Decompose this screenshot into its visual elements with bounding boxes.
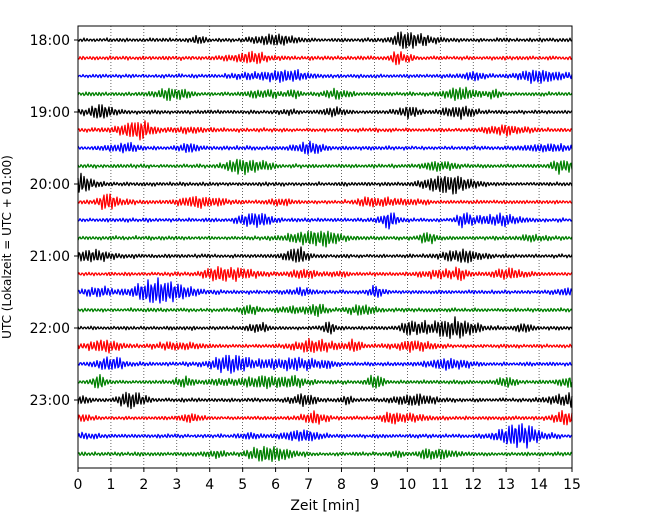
trace-2030 bbox=[77, 212, 573, 230]
trace-2045 bbox=[77, 230, 573, 248]
x-tick-label: 12 bbox=[464, 477, 482, 493]
trace-2100 bbox=[77, 246, 573, 264]
x-tick-label: 4 bbox=[205, 477, 214, 493]
trace-2245 bbox=[77, 373, 573, 390]
y-axis-title: UTC (Lokalzeit = UTC + 01:00) bbox=[0, 155, 14, 339]
x-tick-label: 2 bbox=[139, 477, 148, 493]
y-tick-label: 22:00 bbox=[30, 321, 70, 337]
trace-2215 bbox=[77, 337, 573, 354]
trace-2315 bbox=[77, 409, 573, 426]
trace-1815 bbox=[78, 50, 573, 66]
y-axis-ticks: 18:00 19:00 20:00 21:00 22:00 23:00 bbox=[30, 33, 78, 409]
trace-1915 bbox=[77, 120, 573, 141]
trace-2230 bbox=[77, 354, 573, 374]
x-axis-ticks: 0 1 2 3 4 5 6 7 8 9 10 11 12 13 14 15 bbox=[74, 468, 581, 493]
x-tick-label: 0 bbox=[74, 477, 83, 493]
trace-1900 bbox=[77, 104, 573, 120]
trace-2115 bbox=[77, 266, 573, 282]
seismic-traces bbox=[77, 31, 573, 463]
trace-2145 bbox=[77, 303, 573, 318]
x-tick-label: 9 bbox=[370, 477, 379, 493]
y-tick-label: 18:00 bbox=[30, 33, 70, 49]
trace-2300 bbox=[77, 391, 573, 410]
trace-2130 bbox=[77, 277, 573, 304]
x-tick-label: 10 bbox=[398, 477, 416, 493]
x-axis-title: Zeit [min] bbox=[290, 498, 359, 514]
y-tick-label: 23:00 bbox=[30, 393, 70, 409]
x-tick-label: 13 bbox=[497, 477, 515, 493]
x-tick-label: 1 bbox=[106, 477, 115, 493]
y-tick-label: 21:00 bbox=[30, 249, 70, 265]
x-tick-label: 14 bbox=[530, 477, 548, 493]
x-tick-label: 15 bbox=[563, 477, 581, 493]
x-tick-label: 3 bbox=[172, 477, 181, 493]
x-tick-label: 8 bbox=[337, 477, 346, 493]
trace-1845 bbox=[77, 86, 573, 102]
y-tick-label: 20:00 bbox=[30, 177, 70, 193]
x-tick-label: 11 bbox=[431, 477, 449, 493]
trace-1930 bbox=[77, 140, 573, 155]
trace-2015 bbox=[77, 193, 573, 211]
trace-2200 bbox=[77, 316, 573, 339]
trace-1800 bbox=[77, 31, 573, 50]
trace-2330 bbox=[77, 423, 573, 449]
trace-1945 bbox=[77, 158, 573, 176]
x-tick-label: 5 bbox=[238, 477, 247, 493]
trace-2345 bbox=[77, 445, 573, 463]
trace-2000 bbox=[77, 172, 573, 195]
x-tick-label: 7 bbox=[304, 477, 313, 493]
trace-1830 bbox=[77, 69, 573, 84]
plot-frame bbox=[77, 25, 573, 469]
x-tick-label: 6 bbox=[271, 477, 280, 493]
y-tick-label: 19:00 bbox=[30, 105, 70, 121]
